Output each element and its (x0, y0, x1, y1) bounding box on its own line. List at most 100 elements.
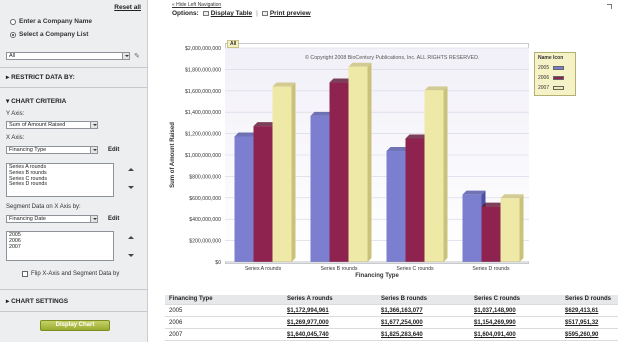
bar (424, 90, 444, 263)
y-tick-label: $1,200,000,000 (185, 132, 221, 138)
scroll-down-icon[interactable] (128, 186, 134, 189)
table-cell-link[interactable]: $1,154,269,990 (474, 320, 516, 326)
table-cell: 2007 (169, 332, 183, 338)
options-label: Options: (172, 10, 199, 17)
list-item[interactable]: 2007 (9, 243, 21, 250)
y-axis-value: Sum of Amount Raised (9, 122, 66, 128)
scroll-up-icon[interactable] (128, 236, 134, 239)
expand-icon[interactable] (607, 4, 612, 9)
y-axis-select[interactable]: Sum of Amount Raised (6, 121, 98, 129)
bar (272, 86, 292, 262)
table-cell-link[interactable]: $517,951,32 (565, 320, 599, 326)
bar (462, 194, 482, 262)
hide-navigation-link[interactable]: « Hide Left Navigation (172, 2, 222, 8)
select-list-label: Select a Company List (19, 31, 89, 38)
x-items-listbox[interactable]: Series A rounds Series B rounds Series C… (6, 163, 114, 197)
bar-top (386, 147, 410, 152)
bar-side (443, 86, 448, 263)
bar-top (481, 202, 505, 207)
legend-item: 2007 (538, 85, 565, 91)
table-cell-link[interactable]: $1,604,091,400 (474, 332, 516, 338)
print-preview-link[interactable]: Print preview (261, 10, 311, 17)
table-cell-link[interactable]: $1,677,254,000 (381, 320, 423, 326)
list-item[interactable]: Series C rounds (9, 175, 47, 182)
all-tab[interactable]: All (227, 40, 240, 48)
table-cell-link[interactable]: $1,037,148,900 (474, 308, 516, 314)
chart-criteria-toggle[interactable]: ▾ CHART CRITERIA (6, 97, 66, 105)
divider (0, 87, 148, 88)
legend-item-label: 2007 (538, 85, 550, 91)
radio-enter-company[interactable] (10, 18, 16, 25)
table-header: Series C rounds (474, 296, 521, 302)
x-tick-label: Series A rounds (245, 266, 282, 272)
list-item[interactable]: Series D rounds (9, 181, 47, 188)
chart-settings-label: CHART SETTINGS (11, 298, 69, 305)
table-icon (202, 11, 209, 16)
flip-axis-option[interactable]: Flip X-Axis and Segment Data by (22, 271, 119, 277)
y-tick-label: $200,000,000 (189, 239, 221, 245)
table-cell-link[interactable]: $1,640,045,740 (287, 332, 329, 338)
segment-edit-link[interactable]: Edit (108, 216, 120, 222)
y-tick-label: $1,400,000,000 (185, 110, 221, 116)
segment-items-listbox[interactable]: 2005 2006 2007 (6, 231, 114, 261)
enter-company-label: Enter a Company Name (19, 18, 92, 25)
segment-select[interactable]: Financing Date (6, 215, 98, 223)
segment-value: Financing Date (9, 216, 46, 222)
table-header: Series A rounds (287, 296, 333, 302)
table-cell: 2006 (169, 320, 183, 326)
scroll-up-icon[interactable] (128, 168, 134, 171)
x-axis-select[interactable]: Financing Type (6, 146, 98, 154)
bar (405, 138, 425, 262)
x-tick-label: Series D rounds (472, 266, 510, 272)
flip-axis-checkbox[interactable] (22, 271, 28, 277)
chart-settings-toggle[interactable]: ▸ CHART SETTINGS (6, 297, 68, 305)
pencil-icon[interactable]: ✎ (134, 53, 140, 60)
y-axis-title: Sum of Amount Raised (170, 122, 176, 188)
table-header: Series B rounds (381, 296, 428, 302)
y-tick-label: $400,000,000 (189, 217, 221, 223)
chevron-down-icon (90, 122, 97, 128)
triangle-down-icon: ▾ (6, 98, 12, 105)
radio-select-list[interactable] (10, 31, 16, 38)
list-item[interactable]: 2006 (9, 237, 21, 244)
y-tick-label: $2,000,000,000 (185, 46, 221, 52)
list-item[interactable]: Series B rounds (9, 169, 47, 176)
y-axis-label: Y Axis: (6, 111, 25, 117)
table-row: 2007 $1,640,045,740 $1,825,283,640 $1,60… (165, 331, 618, 341)
list-item[interactable]: Series A rounds (9, 164, 47, 170)
divider (0, 289, 148, 290)
printer-icon (261, 11, 268, 16)
legend-header: Name Icon (538, 55, 564, 61)
select-list-option[interactable]: Select a Company List (10, 31, 88, 38)
enter-company-option[interactable]: Enter a Company Name (10, 18, 92, 25)
list-item[interactable]: 2005 (9, 232, 21, 238)
table-cell-link[interactable]: $1,366,163,077 (381, 308, 423, 314)
y-tick-label: $0 (215, 260, 221, 266)
bar (329, 82, 349, 263)
bar-top (310, 111, 334, 116)
x-axis-label: X Axis: (6, 135, 25, 141)
x-axis-edit-link[interactable]: Edit (108, 147, 120, 153)
bar-top (500, 194, 524, 199)
legend-item: 2005 (538, 65, 565, 71)
table-row: 2006 $1,269,977,000 $1,677,254,000 $1,15… (165, 319, 618, 329)
table-cell-link[interactable]: $595,260,90 (565, 332, 599, 338)
company-list-select[interactable]: All (6, 52, 130, 60)
chevron-down-icon (90, 147, 97, 153)
display-chart-button[interactable]: Display Chart (40, 320, 110, 331)
flip-axis-label: Flip X-Axis and Segment Data by (31, 271, 120, 277)
bar (234, 136, 254, 262)
table-cell-link[interactable]: $629,413,61 (565, 308, 599, 314)
triangle-right-icon: ▸ (6, 74, 12, 81)
legend-swatch (553, 86, 565, 90)
scroll-down-icon[interactable] (128, 254, 134, 257)
table-cell-link[interactable]: $1,172,994,961 (287, 308, 329, 314)
sidebar: Reset all Enter a Company Name Select a … (0, 0, 148, 342)
reset-all-link[interactable]: Reset all (114, 4, 141, 11)
table-cell-link[interactable]: $1,825,283,640 (381, 332, 423, 338)
divider (0, 311, 148, 312)
display-table-link[interactable]: Display Table (202, 10, 252, 17)
table-cell-link[interactable]: $1,269,977,000 (287, 320, 329, 326)
restrict-section-toggle[interactable]: ▸ RESTRICT DATA BY: (6, 73, 75, 81)
bar-top (272, 82, 296, 87)
